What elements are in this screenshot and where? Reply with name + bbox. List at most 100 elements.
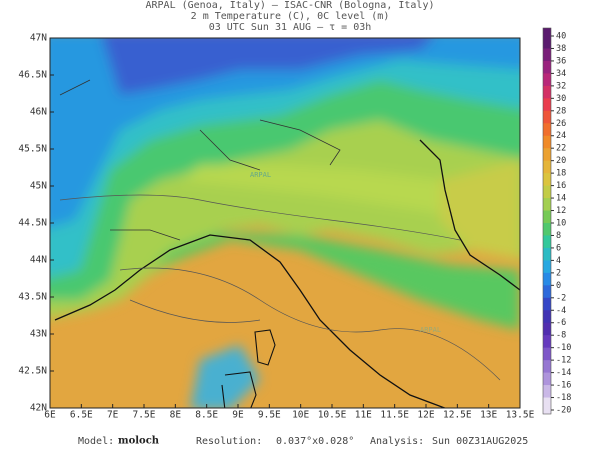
lon-tick-label: 9.5E	[258, 410, 281, 421]
lon-tick-label: 11E	[355, 410, 372, 421]
lat-tick-label: 42.5N	[18, 366, 47, 377]
colorbar-label: 10	[556, 219, 566, 229]
colorbar-segment	[543, 98, 551, 112]
colorbar-segment	[543, 260, 551, 274]
colorbar-label: -14	[556, 368, 571, 378]
colorbar-label: 0	[556, 281, 561, 291]
colorbar-segment	[543, 285, 551, 299]
colorbar-segment	[543, 185, 551, 199]
watermark: ARPAL	[420, 326, 441, 334]
lat-tick-label: 43N	[30, 329, 47, 340]
colorbar-label: 36	[556, 56, 566, 66]
colorbar-segment	[543, 73, 551, 87]
colorbar-segment	[543, 372, 551, 386]
colorbar-label: -18	[556, 393, 571, 403]
lon-tick-label: 8.5E	[195, 410, 218, 421]
colorbar-label: 24	[556, 131, 566, 141]
footer-value: Sun 00Z31AUG2025	[432, 436, 528, 447]
colorbar-segment	[543, 85, 551, 99]
colorbar-label: 2	[556, 268, 561, 278]
colorbar-segment	[543, 60, 551, 74]
colorbar-segment	[543, 272, 551, 286]
lat-tick-label: 45N	[30, 181, 47, 192]
colorbar-segment	[543, 297, 551, 311]
colorbar-label: 32	[556, 81, 566, 91]
lat-tick-label: 44N	[30, 255, 47, 266]
lat-tick-label: 45.5N	[18, 144, 47, 155]
colorbar-label: 16	[556, 181, 566, 191]
colorbar-label: -4	[556, 306, 566, 316]
footer-label: Analysis:	[370, 436, 424, 447]
colorbar-label: -10	[556, 343, 571, 353]
colorbar-label: 38	[556, 44, 566, 54]
lon-tick-label: 8E	[170, 410, 182, 421]
colorbar-segment	[543, 223, 551, 236]
colorbar-segment	[543, 173, 551, 187]
colorbar-label: -20	[556, 406, 571, 416]
colorbar-segment	[543, 135, 551, 149]
lat-tick-label: 47N	[30, 33, 47, 44]
footer-label: Resolution:	[196, 436, 262, 447]
lon-tick-label: 9E	[232, 410, 244, 421]
header-line: 03 UTC Sun 31 AUG — τ = 03h	[209, 22, 372, 33]
colorbar-label: -8	[556, 331, 566, 341]
colorbar-segment	[543, 360, 551, 374]
colorbar-label: 4	[556, 256, 561, 266]
lon-tick-label: 13.5E	[506, 410, 535, 421]
colorbar-label: -16	[556, 381, 571, 391]
footer-label: Model:	[78, 436, 114, 447]
colorbar-label: 6	[556, 243, 561, 253]
lon-tick-label: 7.5E	[133, 410, 156, 421]
colorbar-label: 20	[556, 156, 566, 166]
colorbar-cap	[543, 410, 551, 414]
colorbar-segment	[543, 210, 551, 224]
lon-tick-label: 10E	[292, 410, 309, 421]
colorbar-segment	[543, 198, 551, 212]
lat-tick-label: 43.5N	[18, 292, 47, 303]
lon-tick-label: 6.5E	[70, 410, 93, 421]
lat-tick-label: 46N	[30, 107, 47, 118]
header-line: ARPAL (Genoa, Italy) — ISAC-CNR (Bologna…	[146, 0, 435, 11]
lat-tick-label: 44.5N	[18, 218, 47, 229]
lon-tick-label: 6E	[44, 410, 56, 421]
colorbar-segment	[543, 36, 551, 49]
lon-tick-label: 12E	[417, 410, 434, 421]
map-field: ARPAL ARPAL	[50, 38, 520, 408]
colorbar-label: 12	[556, 206, 566, 216]
colorbar-segment	[543, 123, 551, 137]
lon-tick-label: 13E	[480, 410, 497, 421]
colorbar-label: -2	[556, 293, 566, 303]
colorbar-label: 30	[556, 94, 566, 104]
header-line: 2 m Temperature (C), 0C level (m)	[191, 11, 390, 22]
colorbar-segment	[543, 322, 551, 336]
colorbar-label: 18	[556, 169, 566, 179]
colorbar-label: 40	[556, 32, 566, 42]
colorbar-segment	[543, 335, 551, 349]
colorbar-segment	[543, 385, 551, 399]
colorbar-frame	[542, 27, 552, 415]
colorbar-segment	[543, 148, 551, 162]
colorbar-label: -6	[556, 318, 566, 328]
colorbar-label: 14	[556, 194, 566, 204]
colorbar-label: 28	[556, 106, 566, 116]
colorbar-segment	[543, 110, 551, 124]
colorbar-segment	[543, 347, 551, 361]
footer-value: 0.037°x0.028°	[276, 436, 354, 447]
lon-tick-label: 10.5E	[318, 410, 347, 421]
colorbar-label: 8	[556, 231, 561, 241]
colorbar-label: 22	[556, 144, 566, 154]
colorbar-label: -12	[556, 356, 571, 366]
colorbar-label: 26	[556, 119, 566, 129]
lat-tick-label: 42N	[30, 403, 47, 414]
colorbar-segment	[543, 310, 551, 324]
lon-tick-label: 7E	[107, 410, 119, 421]
colorbar-segment	[543, 160, 551, 174]
lat-tick-label: 46.5N	[18, 70, 47, 81]
lon-tick-label: 11.5E	[380, 410, 409, 421]
colorbar-cap	[543, 28, 551, 36]
watermark: ARPAL	[250, 171, 271, 179]
colorbar-segment	[543, 247, 551, 261]
footer-value: moloch	[118, 436, 160, 447]
